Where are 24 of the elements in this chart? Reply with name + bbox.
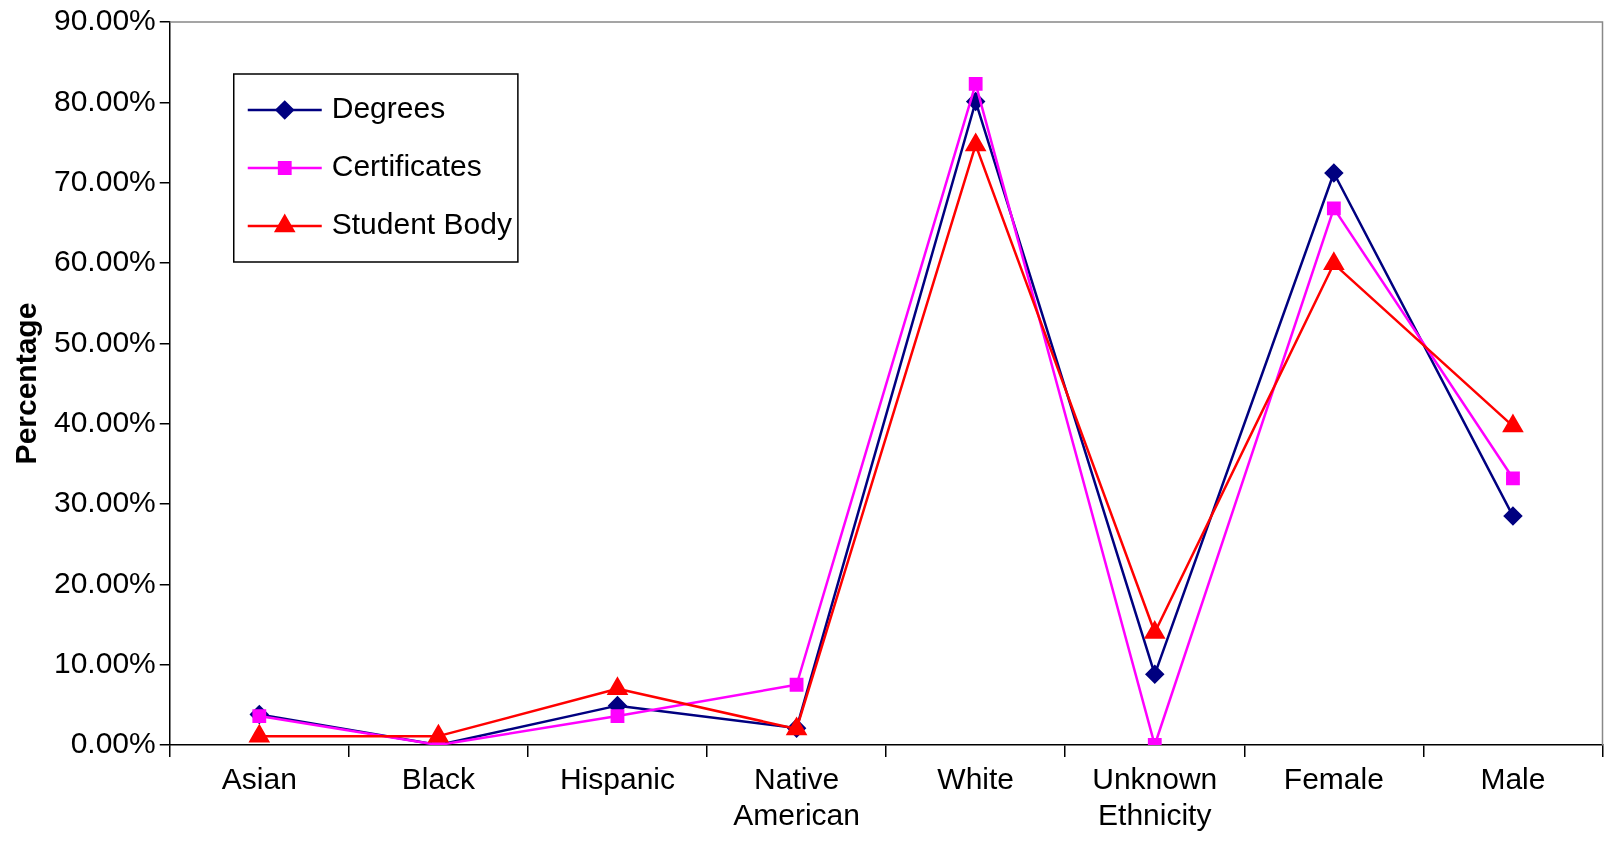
category-label: Asian bbox=[221, 762, 297, 796]
y-tick-label: 60.00% bbox=[54, 244, 156, 278]
category-label: American bbox=[733, 798, 860, 832]
legend-label: Student Body bbox=[331, 207, 512, 241]
legend-label: Degrees bbox=[331, 91, 446, 125]
category-label: Hispanic bbox=[559, 762, 676, 796]
category-label: Black bbox=[401, 762, 476, 796]
y-tick-label: 0.00% bbox=[70, 726, 156, 760]
category-label: Female bbox=[1283, 762, 1384, 796]
y-tick-label: 30.00% bbox=[54, 485, 156, 519]
y-tick-label: 40.00% bbox=[54, 404, 156, 438]
y-tick-label: 90.00% bbox=[54, 3, 156, 37]
legend-label: Certificates bbox=[331, 149, 482, 183]
y-tick-label: 50.00% bbox=[54, 324, 156, 358]
category-label: Unknown bbox=[1092, 762, 1218, 796]
category-label: White bbox=[937, 762, 1015, 796]
y-tick-label: 10.00% bbox=[54, 645, 156, 679]
category-label: Ethnicity bbox=[1098, 798, 1212, 832]
y-axis-title: Percentage bbox=[9, 302, 43, 465]
y-tick-label: 80.00% bbox=[54, 83, 156, 117]
y-tick-label: 20.00% bbox=[54, 565, 156, 599]
category-label: Native bbox=[754, 762, 840, 796]
y-tick-label: 70.00% bbox=[54, 163, 156, 197]
category-label: Male bbox=[1480, 762, 1546, 796]
